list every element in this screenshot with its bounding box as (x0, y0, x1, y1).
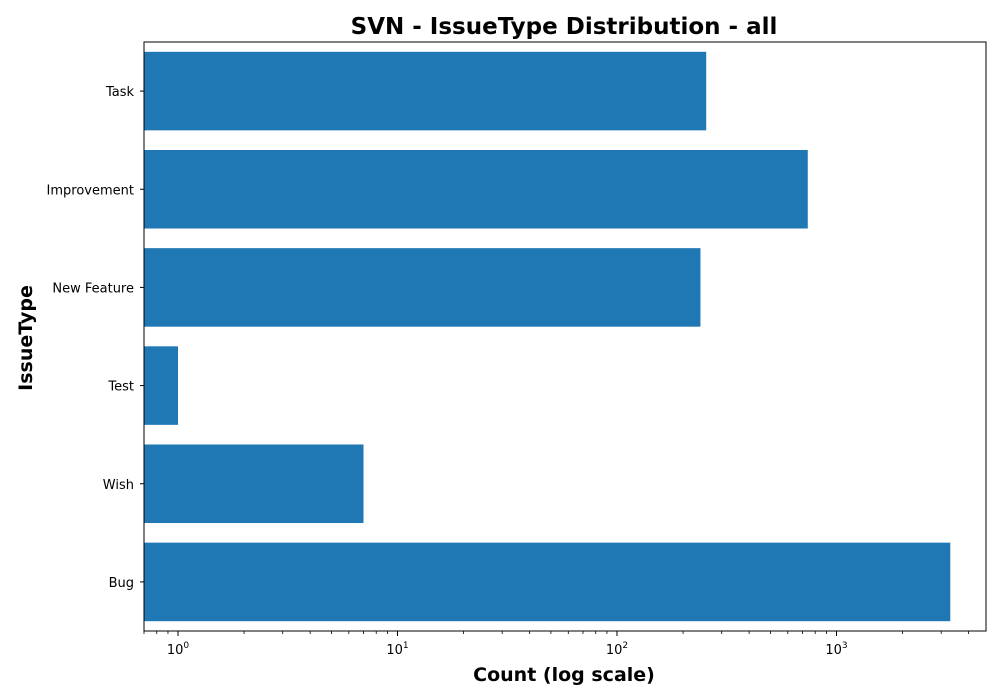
bar-task (144, 51, 707, 131)
bar-bug (144, 542, 951, 622)
plot-frame (143, 41, 987, 632)
bars-group (144, 51, 951, 622)
x-tick-label: 100 (167, 641, 190, 658)
bar-test (144, 346, 178, 425)
bar-new-feature (144, 248, 701, 327)
x-tick-label: 102 (606, 641, 628, 658)
y-tick-label-wish: Wish (103, 478, 134, 493)
y-tick-label-improvement: Improvement (47, 183, 134, 198)
x-tick-label: 101 (386, 641, 408, 658)
x-axis-ticks: 100 101 102 103 (143, 631, 970, 658)
bar-wish (144, 444, 364, 524)
y-tick-label-test: Test (107, 380, 134, 395)
chart-title: SVN - IssueType Distribution - all (351, 14, 778, 40)
y-tick-label-bug: Bug (109, 576, 134, 591)
y-axis-ticks: Bug Wish Test New Feature Improvement Task (47, 85, 144, 591)
x-axis-label: Count (log scale) (473, 664, 655, 686)
bar-improvement (144, 149, 808, 229)
y-tick-label-new-feature: New Feature (52, 281, 134, 296)
x-tick-label: 103 (825, 641, 847, 658)
y-tick-label-task: Task (105, 85, 135, 100)
y-axis-label: IssueType (15, 285, 37, 391)
